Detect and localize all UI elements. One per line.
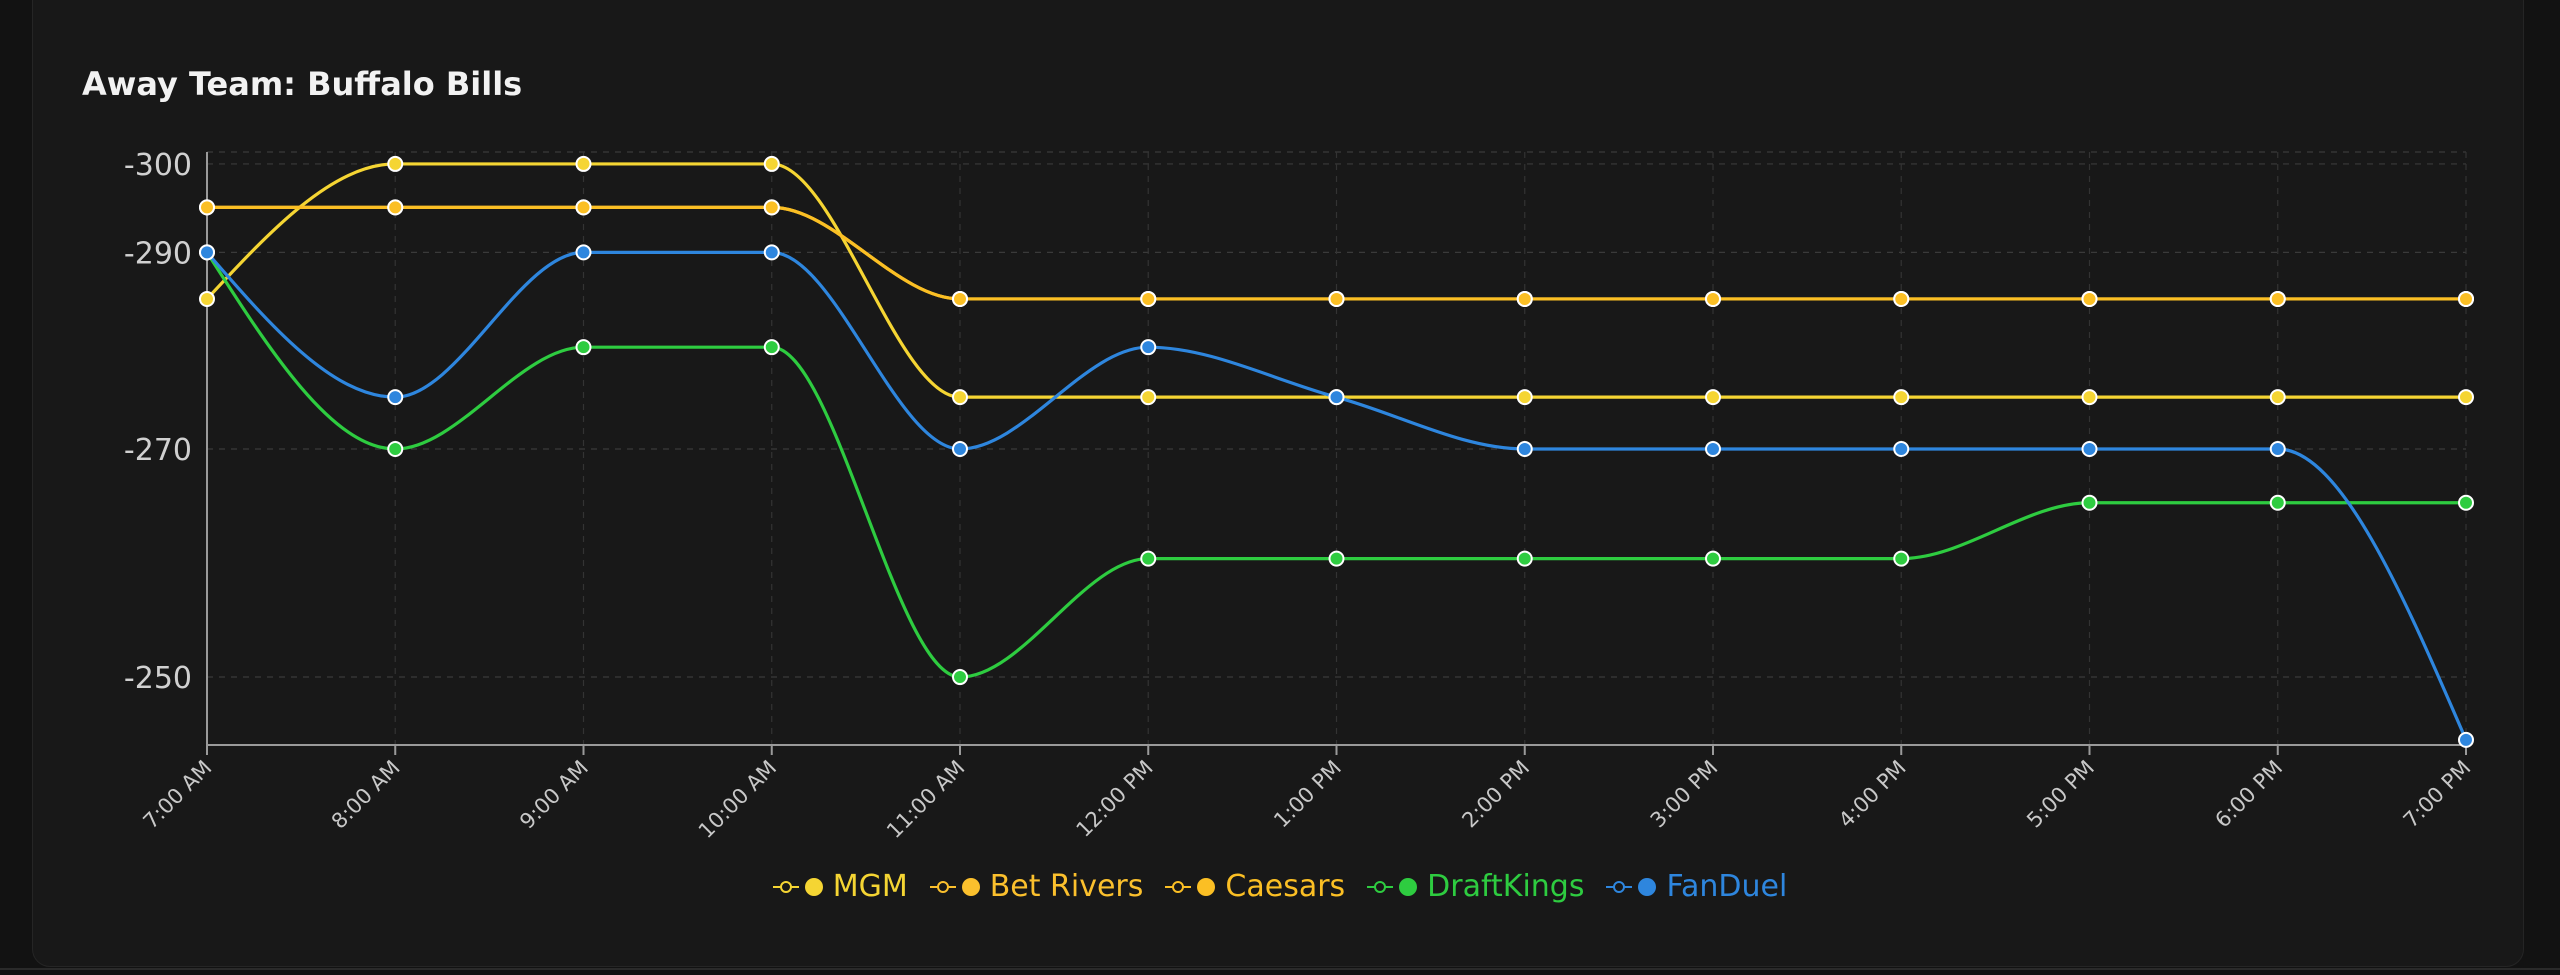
data-point-caesars[interactable] bbox=[2081, 290, 2098, 307]
data-point-mgm[interactable] bbox=[1893, 389, 1910, 406]
x-tick-label: 11:00 AM bbox=[882, 756, 969, 843]
data-point-mgm[interactable] bbox=[2081, 389, 2098, 406]
x-tick-label: 8:00 AM bbox=[327, 756, 405, 834]
y-tick-label: -300 bbox=[124, 148, 192, 183]
legend-line-icon bbox=[1606, 880, 1633, 894]
legend-label: Bet Rivers bbox=[989, 869, 1144, 904]
x-tick-label: 5:00 PM bbox=[2022, 756, 2099, 833]
legend-item-caesars[interactable]: Caesars bbox=[1165, 865, 1345, 909]
data-point-draftkings[interactable] bbox=[387, 440, 404, 457]
data-point-fanduel[interactable] bbox=[387, 389, 404, 406]
data-point-draftkings[interactable] bbox=[2081, 494, 2098, 511]
data-point-caesars[interactable] bbox=[952, 290, 968, 307]
data-point-draftkings[interactable] bbox=[1893, 550, 1910, 567]
data-point-draftkings[interactable] bbox=[1140, 550, 1157, 567]
data-point-caesars[interactable] bbox=[2269, 290, 2286, 307]
x-tick-label: 7:00 PM bbox=[2399, 756, 2476, 833]
legend-line-icon bbox=[1165, 880, 1192, 894]
series-line-mgm bbox=[205, 162, 2468, 399]
data-point-fanduel[interactable] bbox=[2081, 440, 2098, 457]
data-point-caesars[interactable] bbox=[575, 199, 592, 216]
x-tick-label: 12:00 PM bbox=[1072, 756, 1158, 842]
y-tick-label: -250 bbox=[124, 661, 192, 696]
y-tick-label: -290 bbox=[124, 236, 192, 271]
legend-dot-icon bbox=[1197, 878, 1216, 896]
data-point-fanduel[interactable] bbox=[763, 244, 780, 261]
y-tick-label: -270 bbox=[124, 433, 192, 468]
legend-label: DraftKings bbox=[1427, 869, 1585, 904]
legend-dot-icon bbox=[1399, 878, 1418, 896]
legend-item-fanduel[interactable]: FanDuel bbox=[1606, 865, 1787, 909]
data-point-caesars[interactable] bbox=[387, 199, 404, 216]
data-point-fanduel[interactable] bbox=[2269, 440, 2286, 457]
legend-line-icon bbox=[929, 880, 956, 894]
data-point-caesars[interactable] bbox=[199, 199, 215, 216]
data-point-draftkings[interactable] bbox=[1328, 550, 1345, 567]
data-point-draftkings[interactable] bbox=[763, 339, 780, 356]
legend-label: Caesars bbox=[1225, 869, 1346, 904]
data-point-mgm[interactable] bbox=[2458, 389, 2474, 406]
data-point-caesars[interactable] bbox=[763, 199, 780, 216]
legend-dot-icon bbox=[1638, 878, 1657, 896]
x-tick-label: 1:00 PM bbox=[1269, 756, 1346, 833]
data-point-mgm[interactable] bbox=[1140, 389, 1157, 406]
x-tick-label: 7:00 AM bbox=[139, 756, 217, 834]
legend-line-icon bbox=[772, 880, 799, 894]
x-tick-label: 9:00 AM bbox=[515, 756, 593, 834]
data-point-fanduel[interactable] bbox=[1516, 440, 1533, 457]
chart-card bbox=[32, 0, 2524, 967]
data-point-mgm[interactable] bbox=[1516, 389, 1533, 406]
data-point-fanduel[interactable] bbox=[199, 244, 215, 261]
data-point-fanduel[interactable] bbox=[1140, 339, 1157, 356]
data-point-draftkings[interactable] bbox=[1516, 550, 1533, 567]
legend-label: FanDuel bbox=[1666, 869, 1788, 904]
legend-dot-icon bbox=[961, 878, 980, 896]
data-point-mgm[interactable] bbox=[1705, 389, 1721, 406]
legend-item-draftkings[interactable]: DraftKings bbox=[1367, 865, 1584, 909]
data-point-draftkings[interactable] bbox=[2269, 494, 2286, 511]
data-point-mgm[interactable] bbox=[952, 389, 968, 406]
legend-item-bet-rivers[interactable]: Bet Rivers bbox=[929, 865, 1144, 909]
data-point-caesars[interactable] bbox=[1140, 290, 1157, 307]
legend-dot-icon bbox=[804, 878, 823, 896]
data-point-mgm[interactable] bbox=[199, 290, 215, 307]
data-point-fanduel[interactable] bbox=[1893, 440, 1910, 457]
data-point-mgm[interactable] bbox=[575, 155, 592, 172]
data-point-fanduel[interactable] bbox=[2458, 731, 2474, 748]
chart-title: Away Team: Buffalo Bills bbox=[82, 65, 523, 103]
data-point-fanduel[interactable] bbox=[575, 244, 592, 261]
legend-label: MGM bbox=[832, 869, 908, 904]
data-point-caesars[interactable] bbox=[2458, 290, 2474, 307]
chart-legend: MGM Bet Rivers Caesars DraftKings FanDuel bbox=[0, 865, 2560, 909]
x-tick-label: 6:00 PM bbox=[2210, 756, 2287, 833]
data-point-mgm[interactable] bbox=[387, 155, 404, 172]
data-point-fanduel[interactable] bbox=[1705, 440, 1721, 457]
data-point-caesars[interactable] bbox=[1705, 290, 1721, 307]
data-point-fanduel[interactable] bbox=[1328, 389, 1345, 406]
data-point-mgm[interactable] bbox=[2269, 389, 2286, 406]
series-line-draftkings bbox=[205, 250, 2468, 679]
data-point-mgm[interactable] bbox=[763, 155, 780, 172]
data-point-caesars[interactable] bbox=[1328, 290, 1345, 307]
data-point-draftkings[interactable] bbox=[952, 669, 968, 686]
data-point-caesars[interactable] bbox=[1516, 290, 1533, 307]
data-point-caesars[interactable] bbox=[1893, 290, 1910, 307]
page-divider bbox=[0, 968, 2560, 970]
legend-item-mgm[interactable]: MGM bbox=[772, 865, 908, 909]
data-point-draftkings[interactable] bbox=[575, 339, 592, 356]
data-point-draftkings[interactable] bbox=[2458, 494, 2474, 511]
legend-line-icon bbox=[1367, 880, 1394, 894]
x-tick-label: 10:00 AM bbox=[694, 756, 781, 843]
data-point-draftkings[interactable] bbox=[1705, 550, 1721, 567]
x-tick-label: 3:00 PM bbox=[1646, 756, 1723, 833]
x-tick-label: 2:00 PM bbox=[1457, 756, 1534, 833]
x-tick-label: 4:00 PM bbox=[1834, 756, 1911, 833]
data-point-fanduel[interactable] bbox=[952, 440, 968, 457]
